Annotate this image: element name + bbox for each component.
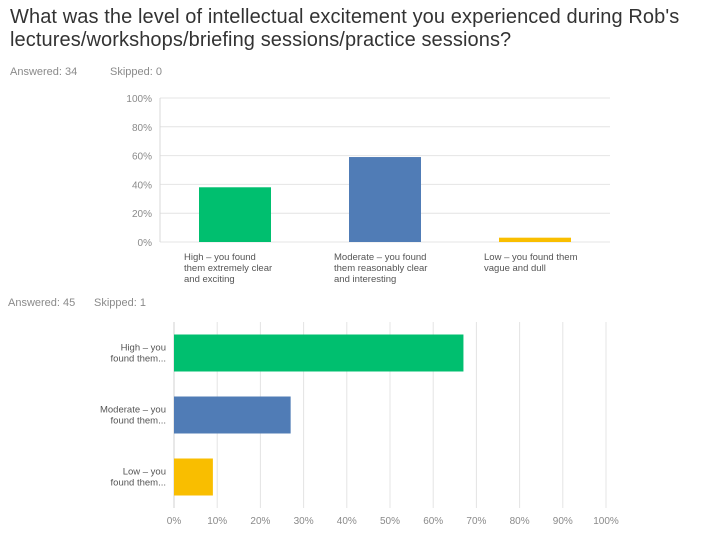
- x-category-label: them reasonably clear: [334, 263, 427, 274]
- bar-2: [499, 237, 571, 242]
- x-category-label: High – you found: [184, 252, 256, 263]
- x-tick-label: 0%: [167, 516, 182, 527]
- y-tick-label: 0%: [138, 238, 153, 249]
- answered-count-2: Answered: 45: [8, 297, 76, 309]
- bar-1: [174, 396, 291, 434]
- y-tick-label: 40%: [132, 180, 152, 191]
- x-category-label: Moderate – you found: [334, 252, 426, 263]
- skipped-count-1: Skipped: 0: [110, 66, 162, 78]
- y-category-label: found them...: [111, 354, 166, 365]
- x-category-label: and interesting: [334, 274, 396, 285]
- x-tick-label: 40%: [337, 516, 357, 527]
- horizontal-bar-chart: 0% 10% 20% 30% 40% 50% 60% 70% 80% 90% 100% High – …: [100, 322, 619, 527]
- answered-count-1: Answered: 34: [10, 66, 78, 78]
- bar-0: [199, 187, 271, 242]
- x-tick-label: 90%: [553, 516, 573, 527]
- bar-1: [349, 157, 421, 242]
- x-tick-label: 10%: [207, 516, 227, 527]
- y-tick-label: 60%: [132, 152, 152, 163]
- y-category-label: Moderate – you: [100, 405, 166, 416]
- y-tick-label: 20%: [132, 209, 152, 220]
- x-tick-label: 100%: [593, 516, 619, 527]
- question-title: What was the level of intellectual excit…: [10, 6, 680, 51]
- x-tick-label: 20%: [250, 516, 270, 527]
- x-tick-label: 60%: [423, 516, 443, 527]
- x-tick-label: 70%: [466, 516, 486, 527]
- bar-2: [174, 458, 213, 496]
- x-category-label: vague and dull: [484, 263, 546, 274]
- skipped-count-2: Skipped: 1: [94, 297, 146, 309]
- y-tick-label: 100%: [126, 94, 152, 105]
- x-category-label: Low – you found them: [484, 252, 578, 263]
- y-category-label: High – you: [121, 343, 166, 354]
- x-tick-label: 50%: [380, 516, 400, 527]
- x-category-label: and exciting: [184, 274, 235, 285]
- x-tick-label: 30%: [294, 516, 314, 527]
- x-category-label: them extremely clear: [184, 263, 272, 274]
- x-tick-label: 80%: [510, 516, 530, 527]
- bar-0: [174, 334, 464, 372]
- y-category-label: found them...: [111, 478, 166, 489]
- y-category-label: found them...: [111, 416, 166, 427]
- y-tick-label: 80%: [132, 123, 152, 134]
- y-category-label: Low – you: [123, 467, 166, 478]
